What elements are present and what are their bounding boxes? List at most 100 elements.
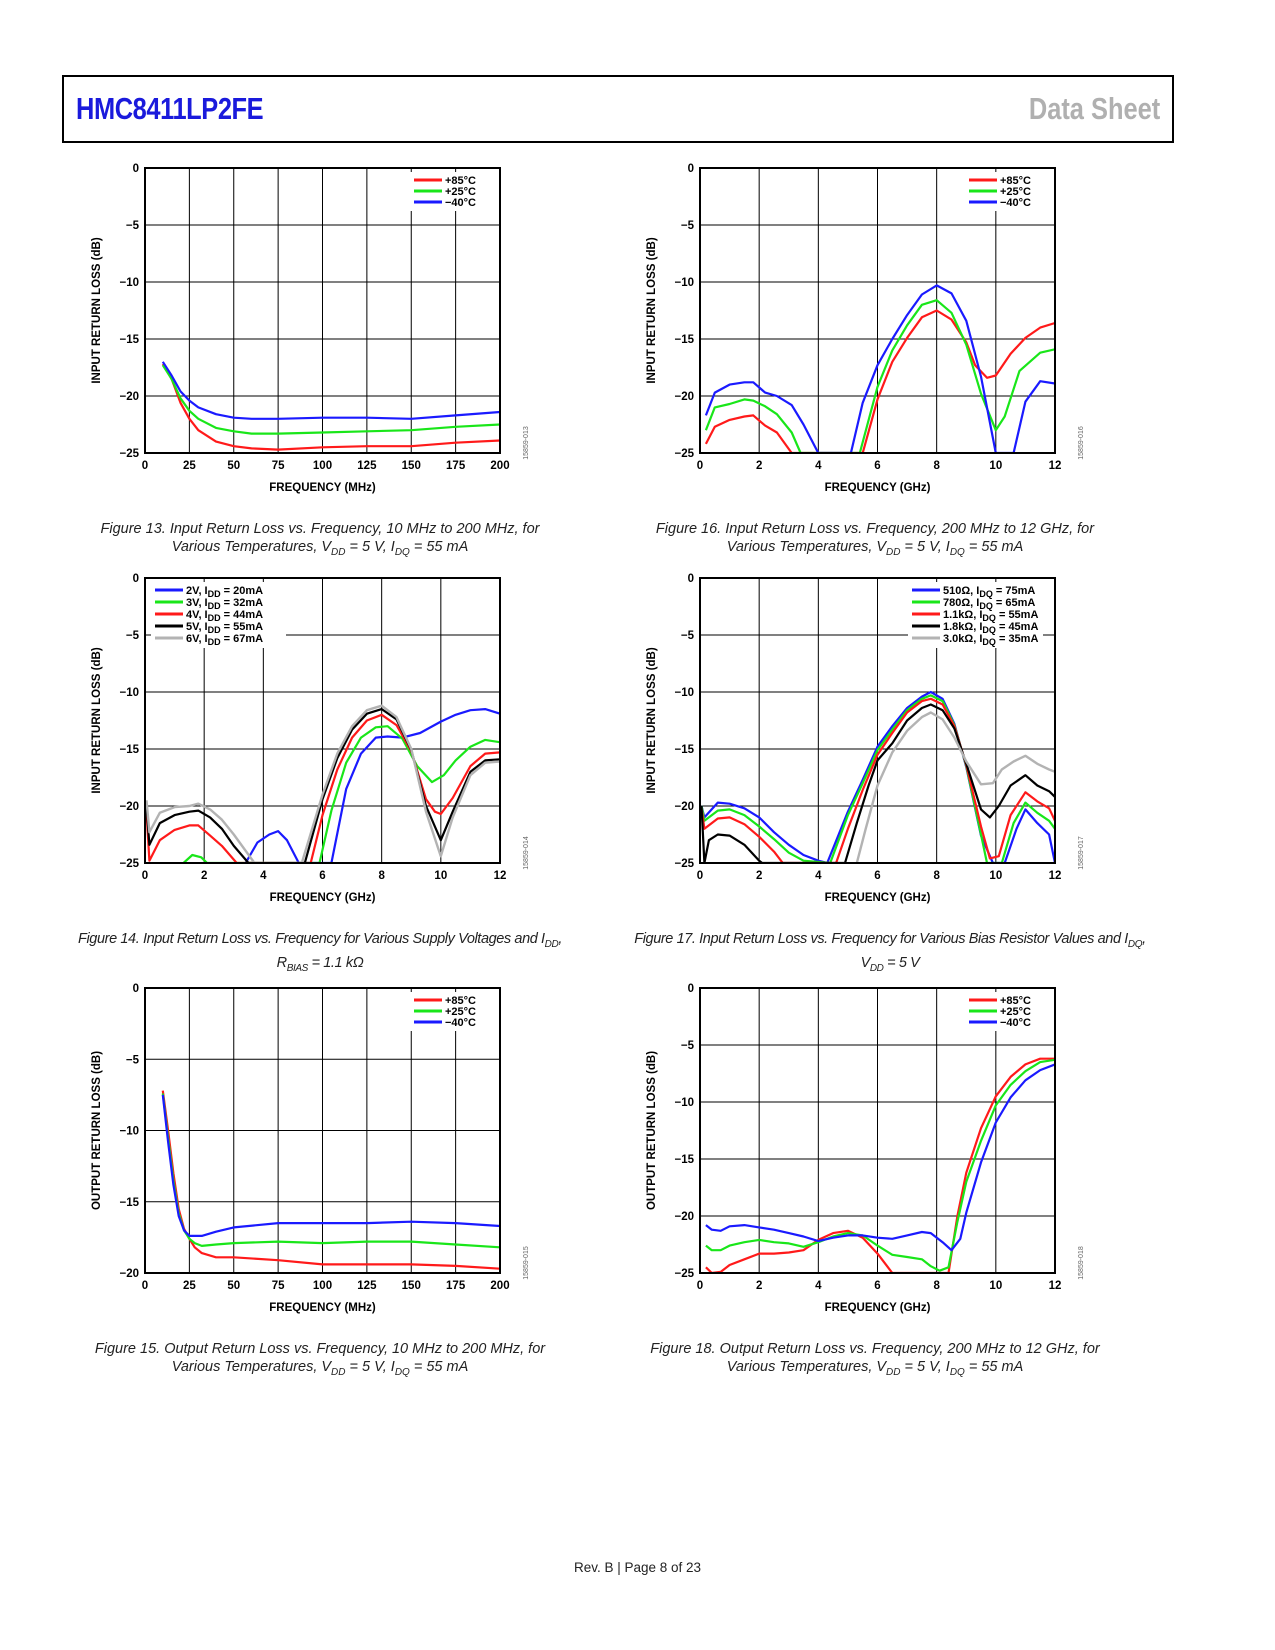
chart-svg: 0 2 4 6 8 10 12 0 −5 −10 −15 −20 −25 FREQUENCY (GHz) I… (646, 573, 1085, 904)
x-axis-label: FREQUENCY (GHz) (270, 892, 376, 904)
series-line-red (700, 697, 1055, 863)
x-axis-label: FREQUENCY (MHz) (269, 1302, 376, 1314)
x-tick-label: 4 (260, 870, 267, 882)
x-tick-label: 200 (490, 460, 509, 472)
y-tick-label: −15 (119, 744, 139, 756)
caption-figure-14: Figure 14. Input Return Loss vs. Frequen… (78, 931, 562, 974)
y-tick-label: −20 (119, 801, 139, 813)
legend-label: 6V, IDD = 67mA (186, 633, 263, 647)
x-tick-label: 0 (697, 870, 703, 882)
series-line-blue (705, 1063, 1055, 1252)
y-axis-label: INPUT RETURN LOSS (dB) (646, 647, 658, 793)
x-tick-label: 8 (933, 870, 940, 882)
x-tick-label: 0 (142, 460, 148, 472)
x-tick-label: 125 (357, 1280, 377, 1292)
x-tick-label: 0 (697, 1280, 703, 1292)
y-tick-label: −10 (119, 1126, 139, 1138)
x-tick-label: 2 (201, 870, 207, 882)
x-tick-label: 6 (874, 870, 880, 882)
x-tick-label: 10 (989, 1280, 1002, 1292)
y-tick-label: −15 (119, 1197, 139, 1209)
chart-figure-18: 0 2 4 6 8 10 12 0 −5 −10 −15 −20 −25 FREQUENCY (GHz) O… (625, 980, 1145, 1340)
series-group (705, 1057, 1055, 1273)
legend-label: 1.1kΩ, IDQ = 55mA (943, 609, 1038, 623)
y-tick-label: −20 (674, 801, 694, 813)
y-axis-label: INPUT RETURN LOSS (dB) (91, 647, 103, 793)
caption-figure-17: Figure 17. Input Return Loss vs. Frequen… (634, 931, 1146, 974)
page-footer: Rev. B | Page 8 of 23 (573, 1560, 702, 1575)
legend-label: 3.0kΩ, IDQ = 35mA (943, 633, 1038, 647)
legend-label: −40°C (1000, 1017, 1031, 1029)
chart-figure-13: 0 25 50 75 100 125 150 175 200 0 −5 −10 −15 −20 −25 FRE… (70, 160, 590, 520)
y-axis-label: INPUT RETURN LOSS (dB) (646, 237, 658, 383)
legend-label: 2V, IDD = 20mA (186, 585, 263, 599)
y-tick-label: −25 (674, 448, 694, 460)
chart-figure-17: 0 2 4 6 8 10 12 0 −5 −10 −15 −20 −25 FREQUENCY (GHz) I… (625, 570, 1145, 930)
series-line-red (161, 363, 500, 451)
x-tick-label: 0 (142, 870, 148, 882)
plot-frame (699, 577, 1056, 864)
series-line-black (700, 703, 1055, 863)
legend-label: 5V, IDD = 55mA (186, 621, 263, 635)
caption-figure-16: Figure 16. Input Return Loss vs. Frequen… (655, 521, 1095, 558)
x-axis-label: FREQUENCY (GHz) (825, 892, 931, 904)
series-line-blue (704, 284, 1055, 453)
legend-label: +25°C (445, 1006, 476, 1018)
y-tick-label: −10 (674, 277, 694, 289)
figure-code: 15859-013 (523, 426, 530, 460)
y-tick-label: 0 (133, 163, 139, 175)
chart-figure-16: 0 2 4 6 8 10 12 0 −5 −10 −15 −20 −25 FREQUENCY (GHz) I… (625, 160, 1145, 520)
x-tick-label: 100 (313, 460, 332, 472)
x-tick-label: 8 (933, 460, 940, 472)
x-tick-label: 25 (183, 460, 196, 472)
x-tick-label: 175 (446, 460, 466, 472)
x-tick-label: 75 (272, 460, 285, 472)
plot-frame (144, 987, 501, 1274)
caption-figure-18: Figure 18. Output Return Loss vs. Freque… (650, 1341, 1100, 1378)
x-tick-label: 12 (1049, 1280, 1062, 1292)
plot-frame (144, 577, 501, 864)
x-axis-label: FREQUENCY (GHz) (825, 1302, 931, 1314)
y-tick-label: 0 (688, 983, 694, 995)
legend-label: +85°C (1000, 995, 1031, 1007)
y-tick-label: 0 (688, 573, 694, 585)
chart-svg: 0 2 4 6 8 10 12 0 −5 −10 −15 −20 −25 FREQUENCY (GHz) I… (646, 163, 1085, 494)
y-tick-label: −15 (674, 1154, 694, 1166)
y-tick-label: −25 (119, 448, 139, 460)
series-group (161, 1090, 500, 1270)
caption-figure-15: Figure 15. Output Return Loss vs. Freque… (94, 1341, 546, 1378)
series-line-green (700, 694, 1055, 863)
series-line-green (704, 299, 1055, 453)
figure-code: 15859-018 (1078, 1246, 1085, 1280)
y-tick-label: −15 (674, 334, 694, 346)
x-tick-label: 10 (434, 870, 447, 882)
x-tick-label: 0 (142, 1280, 148, 1292)
legend-label: 1.8kΩ, IDQ = 45mA (943, 621, 1038, 635)
y-tick-label: −5 (681, 1040, 695, 1052)
x-tick-label: 100 (313, 1280, 332, 1292)
series-line-blue (161, 1094, 500, 1237)
chart-svg: 0 25 50 75 100 125 150 175 200 0 −5 −10 −15 −20 FREQUE… (91, 983, 530, 1314)
x-tick-label: 12 (1049, 870, 1062, 882)
series-group (161, 361, 500, 451)
document-title: HMC8411LP2FE (76, 91, 264, 126)
legend-label: +85°C (445, 175, 476, 187)
y-tick-label: −25 (674, 1268, 694, 1280)
x-tick-label: 8 (933, 1280, 940, 1292)
x-tick-label: 125 (357, 460, 377, 472)
series-line-red (145, 713, 500, 863)
legend-label: +25°C (1000, 186, 1031, 198)
x-tick-label: 2 (756, 1280, 762, 1292)
x-tick-label: 2 (756, 870, 762, 882)
x-tick-label: 4 (815, 870, 822, 882)
y-tick-label: −25 (119, 858, 139, 870)
series-line-blue (244, 708, 500, 863)
x-tick-label: 8 (378, 870, 385, 882)
x-tick-label: 200 (490, 1280, 509, 1292)
y-tick-label: −10 (119, 277, 139, 289)
y-tick-label: −10 (674, 687, 694, 699)
x-tick-label: 4 (815, 1280, 822, 1292)
legend-label: 510Ω, IDQ = 75mA (943, 585, 1035, 599)
x-tick-label: 12 (494, 870, 507, 882)
